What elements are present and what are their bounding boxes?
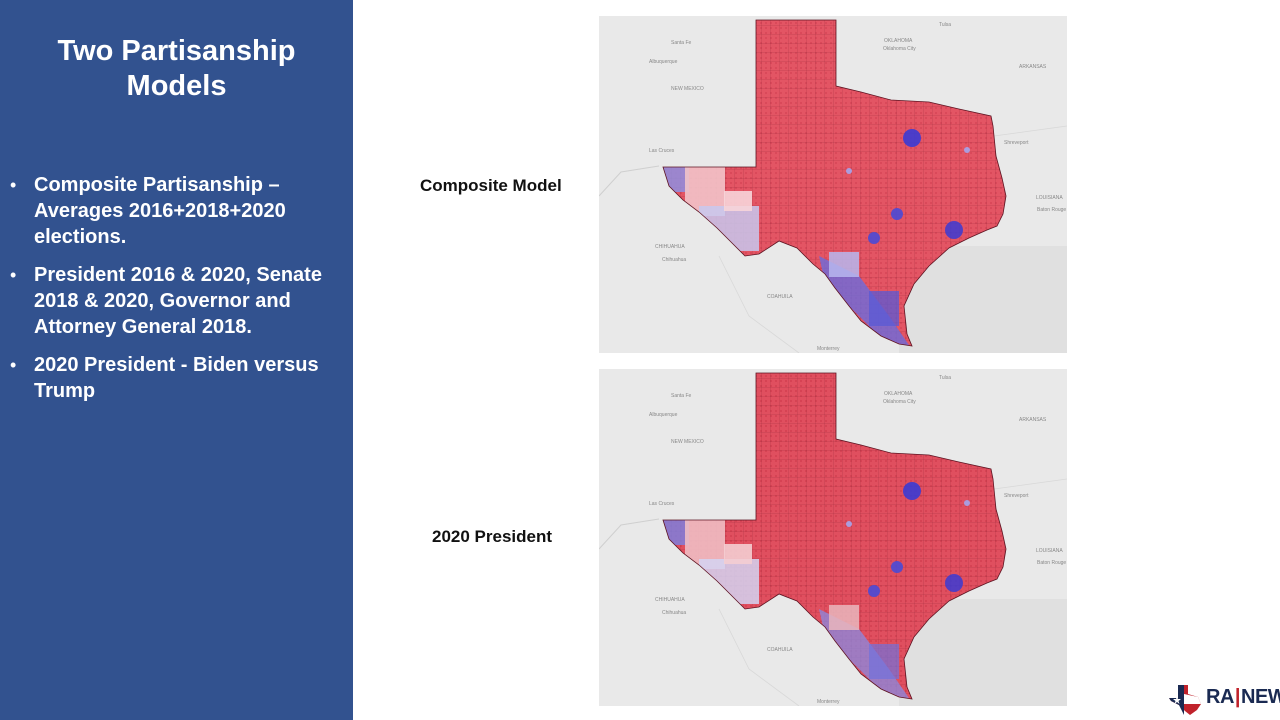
place-label: COAHUILA <box>767 647 793 653</box>
slide-title-line-2: Models <box>126 70 227 102</box>
place-label: ARKANSAS <box>1019 64 1047 70</box>
dallas-blue <box>903 129 921 147</box>
logo-wordmark: RA|NEWS <box>1206 686 1280 709</box>
sidebar-panel: Two Partisanship Models • Composite Parti… <box>0 0 353 720</box>
place-label: Oklahoma City <box>883 399 916 405</box>
border-line <box>599 165 660 197</box>
place-label: Monterrey <box>817 699 840 705</box>
place-label: Shreveport <box>1004 140 1029 146</box>
border-line <box>599 518 660 550</box>
place-label: NEW MEXICO <box>671 439 704 445</box>
place-label: NEW MEXICO <box>671 86 704 92</box>
bullet-item: • Composite Partisanship – Averages 2016+… <box>10 172 340 250</box>
map-2020-president[interactable]: Santa Fe Albuquerque NEW MEXICO Las Cruc… <box>599 369 1067 706</box>
place-label: Santa Fe <box>671 40 692 46</box>
place-label: Albuquerque <box>649 412 678 418</box>
place-label: OKLAHOMA <box>884 391 913 397</box>
place-label: Baton Rouge <box>1037 560 1066 566</box>
bullet-glyph: • <box>10 355 17 375</box>
place-label: Las Cruces <box>649 501 675 507</box>
place-label: Baton Rouge <box>1037 207 1066 213</box>
map-label-composite: Composite Model <box>420 176 562 195</box>
place-label: Tulsa <box>939 22 951 28</box>
logo-text-right: NEWS <box>1241 686 1280 708</box>
place-label: Tulsa <box>939 375 951 381</box>
bullet-text: President 2016 & 2020, Senate 2018 & 202… <box>34 264 322 338</box>
logo-text-left: RA <box>1206 686 1234 708</box>
place-label: LOUISIANA <box>1036 195 1063 201</box>
place-label: Shreveport <box>1004 493 1029 499</box>
bullet-glyph: • <box>10 265 17 285</box>
dallas-blue <box>903 482 921 500</box>
bullet-list: • Composite Partisanship – Averages 2016+… <box>10 172 340 416</box>
place-label: COAHUILA <box>767 294 793 300</box>
place-label: Santa Fe <box>671 393 692 399</box>
slide-title-line-1: Two Partisanship <box>57 35 296 67</box>
texas-flag-icon <box>1169 685 1201 715</box>
bullet-glyph: • <box>10 175 17 195</box>
texas-map-svg: Santa Fe Albuquerque NEW MEXICO Las Cruc… <box>599 372 1067 706</box>
ranews-logo: RA|NEWS <box>1168 684 1280 718</box>
bullet-item: • President 2016 & 2020, Senate 2018 & 20… <box>10 262 340 340</box>
place-label: Albuquerque <box>649 59 678 65</box>
place-label: Chihuahua <box>662 610 686 616</box>
texas-outline <box>662 372 1007 700</box>
texas-map-svg: Santa Fe Albuquerque NEW MEXICO Las Cruc… <box>599 19 1067 353</box>
place-label: ARKANSAS <box>1019 417 1047 423</box>
place-label: Chihuahua <box>662 257 686 263</box>
texas-outline <box>662 19 1007 347</box>
slide-title: Two Partisanship Models <box>0 34 353 104</box>
logo-separator: | <box>1234 686 1241 708</box>
bullet-item: • 2020 President - Biden versus Trump <box>10 352 340 404</box>
place-label: LOUISIANA <box>1036 548 1063 554</box>
place-label: OKLAHOMA <box>884 38 913 44</box>
place-label: CHIHUAHUA <box>655 597 685 603</box>
bullet-text: Composite Partisanship – Averages 2016+2… <box>34 174 286 248</box>
place-label: Las Cruces <box>649 148 675 154</box>
place-label: Monterrey <box>817 346 840 352</box>
place-label: CHIHUAHUA <box>655 244 685 250</box>
map-composite[interactable]: Santa Fe Albuquerque NEW MEXICO Las Cruc… <box>599 16 1067 353</box>
map-label-president: 2020 President <box>432 527 553 546</box>
bullet-text: 2020 President - Biden versus Trump <box>34 354 319 402</box>
place-label: Oklahoma City <box>883 46 916 52</box>
